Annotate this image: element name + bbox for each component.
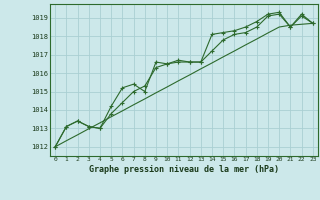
X-axis label: Graphe pression niveau de la mer (hPa): Graphe pression niveau de la mer (hPa)	[89, 165, 279, 174]
